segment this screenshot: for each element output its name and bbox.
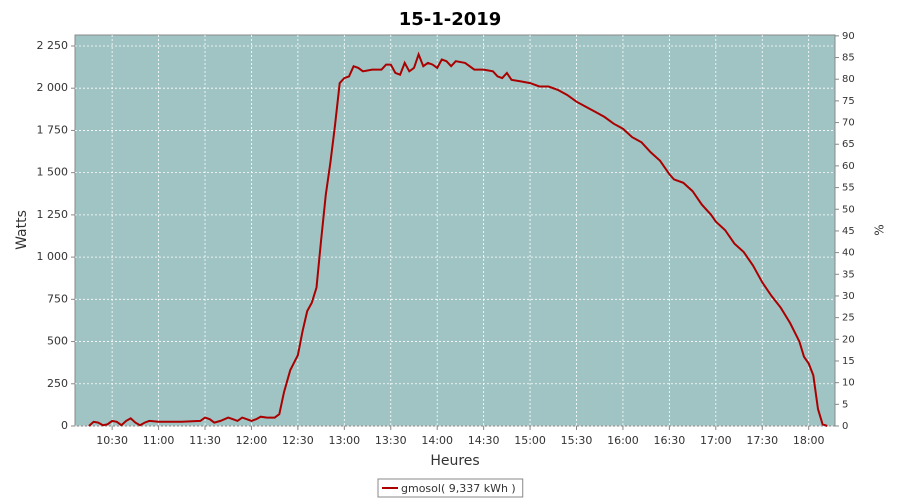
y-tick-label: 2 000: [37, 81, 69, 94]
y2-tick-label: 80: [842, 74, 855, 85]
legend-label: gmosol( 9,337 kWh ): [401, 482, 516, 495]
y2-tick-label: 25: [842, 313, 855, 324]
x-tick-label: 17:30: [746, 434, 778, 447]
x-tick-label: 14:00: [421, 434, 453, 447]
x-axis-label: Heures: [430, 453, 479, 469]
y-tick-label: 1 500: [37, 166, 69, 179]
x-tick-label: 15:00: [514, 434, 546, 447]
x-tick-label: 16:30: [654, 434, 686, 447]
y2-tick-label: 50: [842, 204, 855, 215]
x-tick-label: 13:30: [375, 434, 407, 447]
y2-tick-label: 15: [842, 356, 855, 367]
series-line: [88, 51, 828, 427]
x-tick-label: 11:30: [189, 434, 221, 447]
y-tick-label: 2 250: [37, 39, 69, 52]
y2-tick-label: 5: [842, 399, 848, 410]
x-tick-label: 16:00: [607, 434, 639, 447]
y2-tick-label: 90: [842, 31, 855, 42]
x-tick-label: 15:30: [561, 434, 593, 447]
x-tick-label: 12:30: [282, 434, 314, 447]
x-tick-label: 14:30: [468, 434, 500, 447]
legend-box: [377, 478, 524, 498]
y-tick-label: 750: [47, 292, 68, 305]
y2-tick-label: 20: [842, 334, 855, 345]
y-tick-label: 500: [47, 335, 68, 348]
y-axis-label: Watts: [14, 210, 30, 250]
x-tick-label: 11:00: [143, 434, 175, 447]
y-tick-label: 1 250: [37, 208, 69, 221]
y2-tick-label: 70: [842, 118, 855, 129]
x-tick-label: 13:00: [328, 434, 360, 447]
y-tick-label: 1 000: [37, 250, 69, 263]
y2-tick-label: 30: [842, 291, 855, 302]
x-tick-label: 12:00: [236, 434, 268, 447]
y-tick-label: 1 750: [37, 123, 69, 136]
y2-tick-label: 40: [842, 248, 855, 259]
y2-tick-label: 35: [842, 269, 855, 280]
y2-tick-label: 85: [842, 53, 855, 64]
x-tick-label: 10:30: [96, 434, 128, 447]
y2-tick-label: 60: [842, 161, 855, 172]
x-tick-label: 17:00: [700, 434, 732, 447]
y-tick-label: 250: [47, 377, 68, 390]
y2-tick-label: 75: [842, 96, 855, 107]
y2-tick-label: 55: [842, 183, 855, 194]
y2-tick-label: 65: [842, 139, 855, 150]
plot-area: [74, 34, 836, 427]
x-tick-label: 18:00: [793, 434, 825, 447]
chart-title: 15-1-2019: [399, 9, 502, 30]
y2-tick-label: 0: [842, 421, 848, 432]
y2-tick-label: 45: [842, 226, 855, 237]
y2-tick-label: 10: [842, 378, 855, 389]
y-tick-label: 0: [61, 419, 68, 432]
y2-axis-label: %: [873, 224, 887, 235]
